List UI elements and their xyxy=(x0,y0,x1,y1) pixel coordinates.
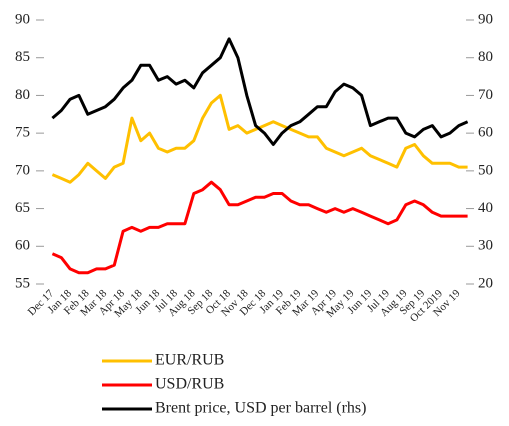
series-line xyxy=(51,93,468,184)
y2-tick-label: 50 xyxy=(478,162,493,178)
y2-tick-label: 20 xyxy=(478,275,493,291)
y-tick-label: 85 xyxy=(15,49,30,65)
y2-tick-label: 30 xyxy=(478,238,493,254)
legend-label: USD/RUB xyxy=(155,376,224,393)
y-tick-label: 65 xyxy=(15,200,30,216)
legend-label: Brent price, USD per barrel (rhs) xyxy=(155,400,366,417)
y-tick-label: 90 xyxy=(15,11,30,27)
y2-tick-label: 60 xyxy=(478,125,493,141)
y-tick-label: 80 xyxy=(15,87,30,103)
series-line xyxy=(51,180,468,275)
series-line xyxy=(51,37,469,146)
y2-tick-label: 70 xyxy=(478,87,493,103)
y2-tick-label: 90 xyxy=(478,11,493,27)
y-tick-label: 75 xyxy=(15,125,30,141)
y-tick-label: 70 xyxy=(15,162,30,178)
y-tick-label: 55 xyxy=(15,275,30,291)
y-tick-label: 60 xyxy=(15,238,30,254)
y2-tick-label: 80 xyxy=(478,49,493,65)
legend-label: EUR/RUB xyxy=(155,352,224,369)
y2-tick-label: 40 xyxy=(478,200,493,216)
